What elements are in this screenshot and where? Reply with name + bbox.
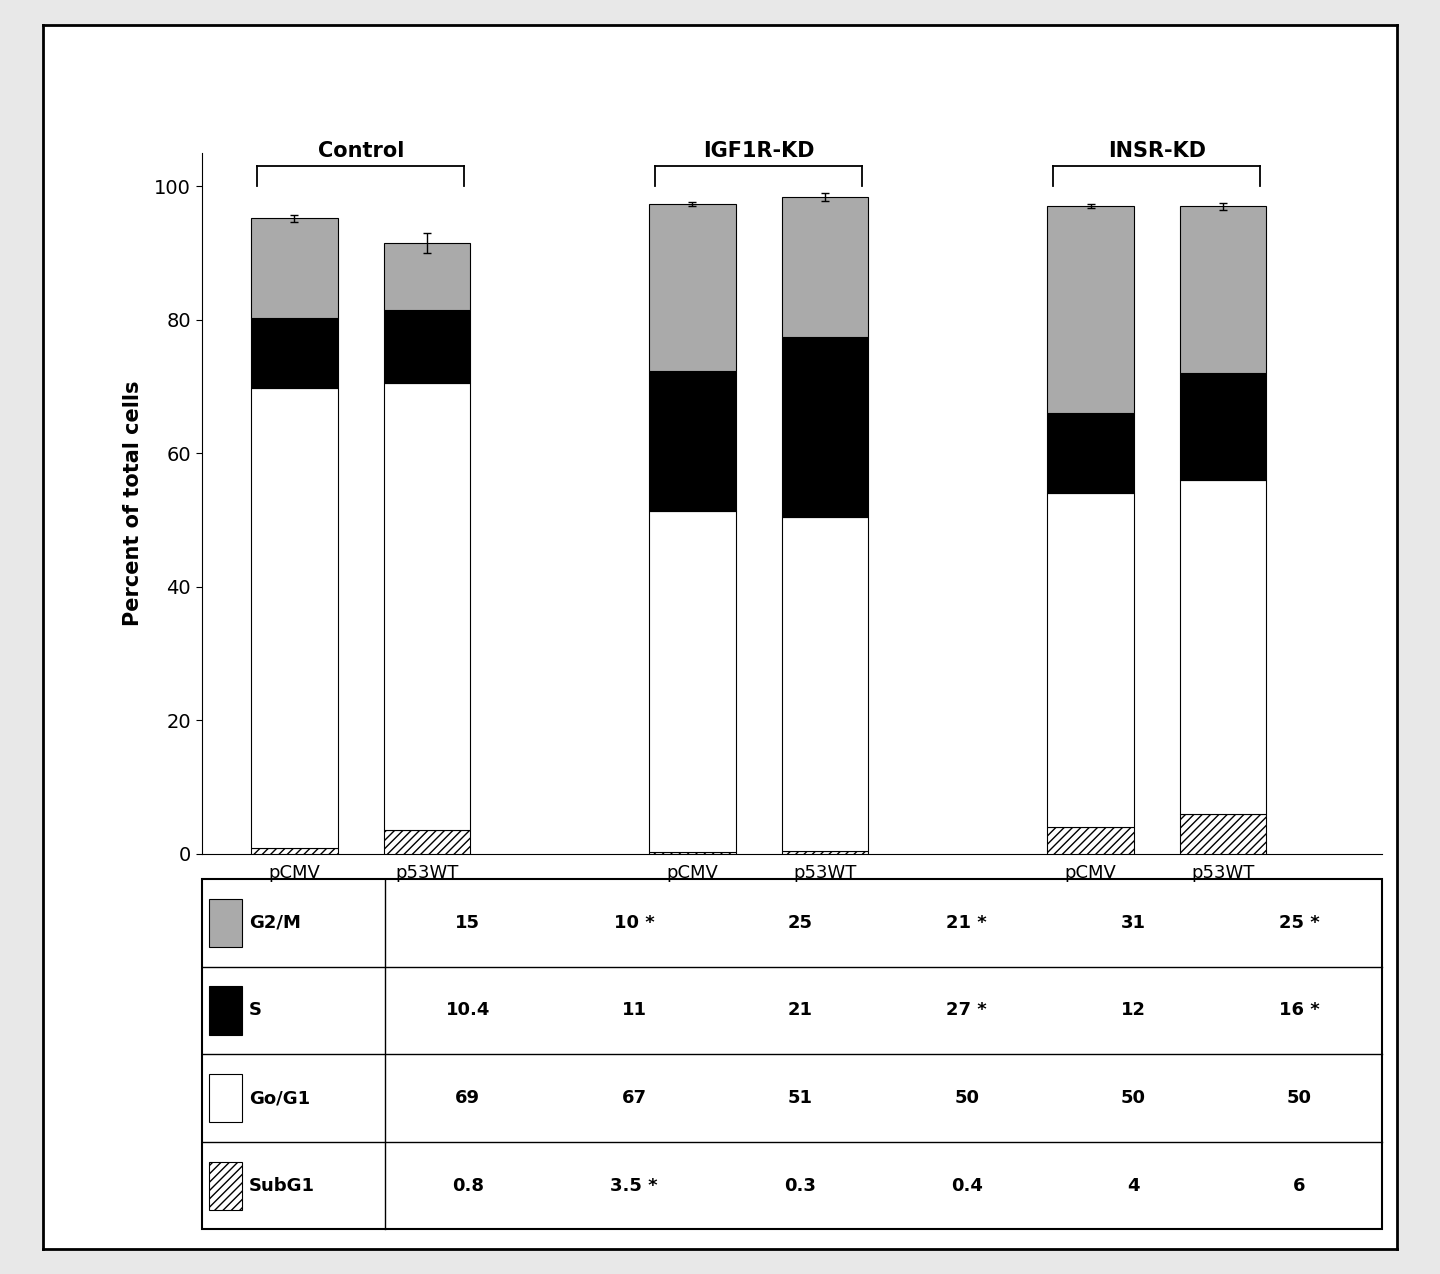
- Y-axis label: Percent of total cells: Percent of total cells: [124, 381, 143, 626]
- Bar: [1047, 493, 1133, 827]
- Bar: [649, 511, 736, 851]
- Bar: [252, 318, 337, 387]
- Bar: [1047, 827, 1133, 854]
- Text: 15: 15: [455, 913, 481, 931]
- Bar: [782, 517, 868, 851]
- Text: S: S: [249, 1001, 262, 1019]
- Text: 25 *: 25 *: [1279, 913, 1319, 931]
- Text: Go/G1: Go/G1: [249, 1089, 310, 1107]
- Bar: [649, 371, 736, 511]
- Text: 16 *: 16 *: [1279, 1001, 1319, 1019]
- Text: G2/M: G2/M: [249, 913, 301, 931]
- Bar: [209, 898, 242, 947]
- Text: 0.3: 0.3: [785, 1177, 816, 1195]
- Text: 21 *: 21 *: [946, 913, 986, 931]
- Text: 67: 67: [622, 1089, 647, 1107]
- Bar: [384, 831, 471, 854]
- Bar: [1179, 206, 1266, 373]
- Bar: [782, 338, 868, 517]
- Text: 50: 50: [1120, 1089, 1145, 1107]
- Bar: [384, 243, 471, 310]
- Bar: [384, 310, 471, 383]
- Text: 10.4: 10.4: [445, 1001, 490, 1019]
- Text: 51: 51: [788, 1089, 812, 1107]
- Bar: [1047, 206, 1133, 413]
- Text: IGF1R-KD: IGF1R-KD: [703, 141, 815, 161]
- Text: 50: 50: [955, 1089, 979, 1107]
- Bar: [252, 848, 337, 854]
- Text: Control: Control: [318, 141, 405, 161]
- Bar: [252, 387, 337, 848]
- Text: 0.8: 0.8: [452, 1177, 484, 1195]
- Bar: [1179, 814, 1266, 854]
- Text: 10 *: 10 *: [613, 913, 654, 931]
- Bar: [209, 1162, 242, 1210]
- Text: 69: 69: [455, 1089, 481, 1107]
- Text: 6: 6: [1293, 1177, 1306, 1195]
- Bar: [209, 1074, 242, 1122]
- Bar: [1179, 373, 1266, 480]
- Bar: [252, 218, 337, 318]
- Bar: [649, 204, 736, 371]
- Bar: [384, 383, 471, 831]
- Bar: [1047, 413, 1133, 493]
- Text: 25: 25: [788, 913, 812, 931]
- Bar: [782, 851, 868, 854]
- Text: 12: 12: [1120, 1001, 1145, 1019]
- Text: 0.4: 0.4: [950, 1177, 982, 1195]
- Text: SubG1: SubG1: [249, 1177, 315, 1195]
- Text: 11: 11: [622, 1001, 647, 1019]
- Bar: [1179, 480, 1266, 814]
- Bar: [209, 986, 242, 1034]
- Text: 21: 21: [788, 1001, 812, 1019]
- Text: INSR-KD: INSR-KD: [1107, 141, 1205, 161]
- Text: 31: 31: [1120, 913, 1145, 931]
- Text: 4: 4: [1126, 1177, 1139, 1195]
- Bar: [649, 851, 736, 854]
- Text: 27 *: 27 *: [946, 1001, 986, 1019]
- Bar: [782, 197, 868, 338]
- Text: 50: 50: [1287, 1089, 1312, 1107]
- Text: 3.5 *: 3.5 *: [611, 1177, 658, 1195]
